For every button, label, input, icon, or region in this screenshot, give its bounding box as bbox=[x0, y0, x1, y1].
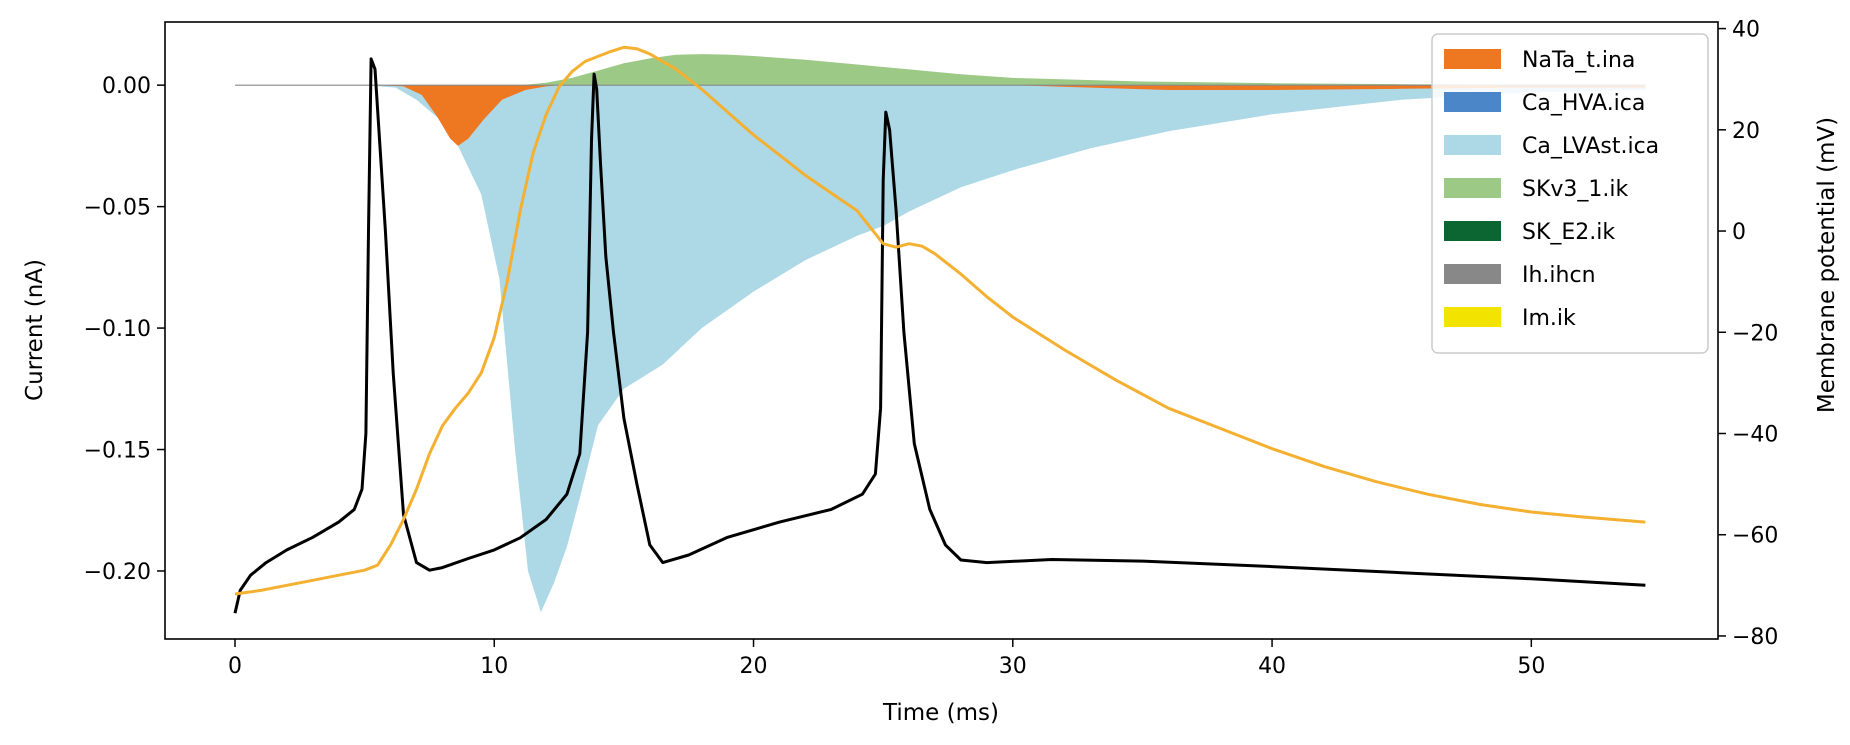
y2-tick-label: −20 bbox=[1732, 321, 1778, 346]
y2-tick-label: −40 bbox=[1732, 423, 1778, 448]
y2-tick-label: −60 bbox=[1732, 524, 1778, 549]
y2-tick-label: 40 bbox=[1732, 18, 1760, 43]
x-tick-label: 30 bbox=[999, 654, 1027, 679]
y2-axis-title: Membrane potential (mV) bbox=[1814, 117, 1840, 413]
legend-label-ca-hva-ica: Ca_HVA.ica bbox=[1522, 91, 1645, 116]
legend-swatch-ih-ihcn bbox=[1444, 264, 1501, 284]
x-tick-label: 20 bbox=[740, 654, 768, 679]
x-tick-label: 0 bbox=[228, 654, 242, 679]
legend-label-sk-e2-ik: SK_E2.ik bbox=[1522, 220, 1615, 245]
x-tick-label: 50 bbox=[1517, 654, 1545, 679]
x-tick-label: 40 bbox=[1258, 654, 1286, 679]
y-tick-label: 0.00 bbox=[102, 74, 151, 99]
legend-swatch-ca-lvast-ica bbox=[1444, 135, 1501, 155]
plot-frame bbox=[164, 21, 1719, 640]
legend-swatch-ca-hva-ica bbox=[1444, 92, 1501, 112]
legend-label-ih-ihcn: Ih.ihcn bbox=[1522, 263, 1596, 288]
y-tick-label: −0.05 bbox=[84, 196, 151, 221]
line-membrane bbox=[233, 57, 1646, 614]
legend-label-skv3-1-ik: SKv3_1.ik bbox=[1522, 177, 1629, 202]
y-tick-label: −0.20 bbox=[84, 560, 151, 585]
ticks-layer: 0 10 20 30 40 50 0.00 −0.05 −0.10 −0.15 −0.20 40 20 0… bbox=[84, 18, 1779, 679]
legend-swatch-nata-t-ina bbox=[1444, 49, 1501, 69]
legend-swatch-skv3-1-ik bbox=[1444, 178, 1501, 198]
y2-tick-label: 20 bbox=[1732, 119, 1760, 144]
legend: NaTa_t.ina Ca_HVA.ica Ca_LVAst.ica SKv3_1.i… bbox=[1431, 33, 1709, 354]
line-layer bbox=[233, 45, 1646, 614]
legend-swatch-sk-e2-ik bbox=[1444, 221, 1501, 241]
y2-tick-label: −80 bbox=[1732, 625, 1778, 650]
legend-label-im-ik: Im.ik bbox=[1522, 306, 1576, 331]
y-tick-label: −0.10 bbox=[84, 317, 151, 342]
legend-label-nata-t-ina: NaTa_t.ina bbox=[1522, 48, 1635, 73]
area-ca-lvast-ica bbox=[235, 85, 1646, 613]
legend-swatch-im-ik bbox=[1444, 307, 1501, 327]
area-skv3-1-ik bbox=[235, 54, 1646, 86]
y2-tick-label: 0 bbox=[1732, 220, 1746, 245]
y-axis-title: Current (nA) bbox=[22, 259, 48, 401]
x-axis-title: Time (ms) bbox=[882, 700, 999, 726]
legend-label-ca-lvast-ica: Ca_LVAst.ica bbox=[1522, 134, 1659, 159]
x-tick-label: 10 bbox=[480, 654, 508, 679]
area-layer bbox=[235, 54, 1646, 613]
y-tick-label: −0.15 bbox=[84, 439, 151, 464]
line-total-current bbox=[234, 45, 1646, 596]
